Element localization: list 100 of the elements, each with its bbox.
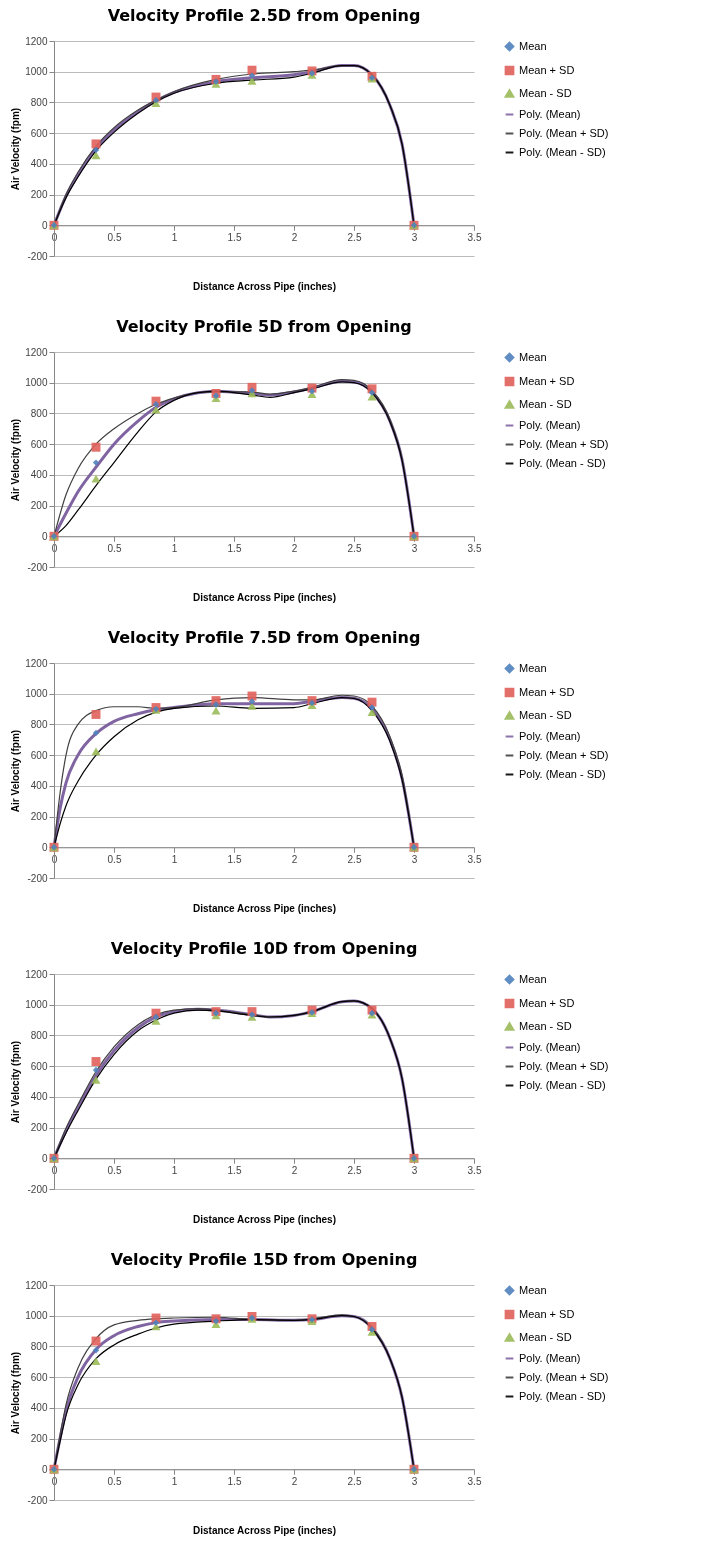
y-tick-label: 200	[30, 189, 48, 201]
y-tick-label: 1000	[25, 66, 48, 78]
legend-label: Poly. (Mean - SD)	[519, 1389, 606, 1402]
x-tick-label: 0.5	[107, 1475, 122, 1487]
y-tick-label: 800	[30, 1029, 48, 1041]
y-tick-label: 200	[30, 500, 48, 512]
y-tick-label: 1200	[25, 968, 48, 980]
x-tick-label: 1.5	[227, 542, 242, 554]
x-tick-label: 1	[171, 542, 178, 554]
y-tick-label: 1000	[25, 377, 48, 389]
y-tick-label: 400	[30, 158, 48, 170]
y-tick-label: 600	[30, 749, 48, 761]
x-tick-label: 1	[171, 1475, 178, 1487]
y-tick-label: 0	[41, 530, 48, 542]
x-tick-label: 3.5	[467, 1475, 482, 1487]
legend-label: Poly. (Mean + SD)	[519, 1059, 609, 1072]
x-tick-label: 0.5	[107, 542, 122, 554]
x-tick-label: 0.5	[107, 231, 122, 243]
x-tick-label: 1	[171, 853, 178, 865]
y-tick-label: 1000	[25, 999, 48, 1011]
y-tick-label: 0	[41, 219, 48, 231]
legend-label: Mean - SD	[519, 1019, 572, 1032]
y-tick-label: 0	[41, 1463, 48, 1475]
y-tick-label: 1200	[25, 1279, 48, 1291]
chart-title: Velocity Profile 2.5D from Opening	[107, 6, 421, 25]
x-tick-label: 2	[291, 1164, 298, 1176]
legend-label: Mean	[519, 1283, 547, 1296]
x-tick-label: 2	[291, 542, 298, 554]
legend-label: Poly. (Mean - SD)	[519, 145, 606, 158]
legend-label: Mean + SD	[519, 1307, 575, 1320]
x-tick-label: 2.5	[347, 542, 362, 554]
x-tick-label: 2	[291, 1475, 298, 1487]
y-tick-label: -200	[27, 872, 48, 884]
legend-label: Poly. (Mean - SD)	[519, 1078, 606, 1091]
legend-label: Poly. (Mean + SD)	[519, 748, 609, 761]
legend-label: Poly. (Mean)	[519, 1351, 581, 1364]
legend-label: Poly. (Mean - SD)	[519, 767, 606, 780]
legend-label: Poly. (Mean)	[519, 1040, 581, 1053]
chart-title: Velocity Profile 7.5D from Opening	[107, 628, 421, 647]
legend-label: Mean - SD	[519, 1330, 572, 1343]
y-tick-label: -200	[27, 561, 48, 573]
y-tick-label: 600	[30, 438, 48, 450]
legend-label: Poly. (Mean + SD)	[519, 437, 609, 450]
legend-label: Mean	[519, 39, 547, 52]
y-axis-title: Air Velocity (fpm)	[10, 729, 22, 813]
y-tick-label: -200	[27, 1183, 48, 1195]
legend-label: Mean	[519, 661, 547, 674]
legend-label: Poly. (Mean)	[519, 418, 581, 431]
y-axis-title: Air Velocity (fpm)	[10, 1351, 22, 1435]
y-tick-label: -200	[27, 250, 48, 262]
y-axis-title: Air Velocity (fpm)	[10, 107, 22, 191]
y-tick-label: 600	[30, 127, 48, 139]
y-tick-label: 400	[30, 469, 48, 481]
legend-label: Mean + SD	[519, 63, 575, 76]
x-tick-label: 2.5	[347, 1475, 362, 1487]
x-tick-label: 3	[411, 853, 418, 865]
x-axis-title: Distance Across Pipe (inches)	[192, 902, 337, 914]
y-tick-label: 200	[30, 1433, 48, 1445]
y-tick-label: 400	[30, 1402, 48, 1414]
y-tick-label: 400	[30, 1091, 48, 1103]
x-tick-label: 3.5	[467, 231, 482, 243]
y-tick-label: 600	[30, 1371, 48, 1383]
y-tick-label: 800	[30, 718, 48, 730]
x-tick-label: 1	[171, 1164, 178, 1176]
x-tick-label: 3.5	[467, 542, 482, 554]
y-tick-label: 1000	[25, 688, 48, 700]
legend-label: Mean + SD	[519, 685, 575, 698]
y-tick-label: 800	[30, 96, 48, 108]
y-tick-label: -200	[27, 1494, 48, 1506]
x-tick-label: 2	[291, 853, 298, 865]
chart-title: Velocity Profile 5D from Opening	[116, 317, 412, 336]
y-tick-label: 1200	[25, 35, 48, 47]
y-tick-label: 400	[30, 780, 48, 792]
x-tick-label: 2	[291, 231, 298, 243]
legend-label: Mean + SD	[519, 374, 575, 387]
x-tick-label: 0.5	[107, 853, 122, 865]
x-tick-label: 3	[411, 1475, 418, 1487]
x-axis-title: Distance Across Pipe (inches)	[192, 280, 337, 292]
x-tick-label: 2.5	[347, 853, 362, 865]
x-axis-title: Distance Across Pipe (inches)	[192, 1213, 337, 1225]
x-axis-title: Distance Across Pipe (inches)	[192, 1524, 337, 1536]
legend-label: Poly. (Mean)	[519, 729, 581, 742]
x-tick-label: 3.5	[467, 1164, 482, 1176]
chart-title: Velocity Profile 15D from Opening	[110, 1250, 418, 1269]
legend-label: Mean + SD	[519, 996, 575, 1009]
y-axis-title: Air Velocity (fpm)	[10, 1040, 22, 1124]
y-tick-label: 800	[30, 407, 48, 419]
y-axis-title: Air Velocity (fpm)	[10, 418, 22, 502]
y-tick-label: 1200	[25, 346, 48, 358]
x-tick-label: 2.5	[347, 1164, 362, 1176]
x-tick-label: 3	[411, 231, 418, 243]
legend-label: Poly. (Mean - SD)	[519, 456, 606, 469]
legend-label: Mean	[519, 350, 547, 363]
y-tick-label: 200	[30, 1122, 48, 1134]
legend-label: Mean - SD	[519, 86, 572, 99]
x-axis-title: Distance Across Pipe (inches)	[192, 591, 337, 603]
x-tick-label: 1.5	[227, 853, 242, 865]
y-tick-label: 600	[30, 1060, 48, 1072]
x-tick-label: 3	[411, 542, 418, 554]
legend-label: Poly. (Mean + SD)	[519, 126, 609, 139]
